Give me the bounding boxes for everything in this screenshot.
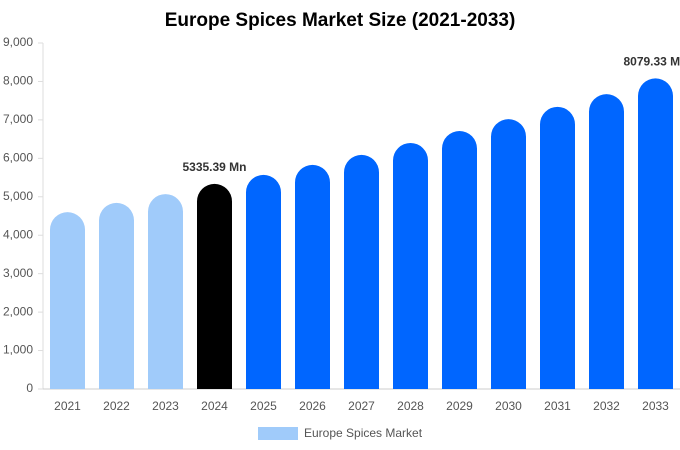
bar [393,142,428,389]
bar [246,174,281,389]
bar [589,94,624,390]
x-tick-label: 2022 [103,399,130,413]
bar [442,131,477,389]
x-tick-label: 2031 [544,399,571,413]
chart-title: Europe Spices Market Size (2021-2033) [165,10,516,31]
x-tick-label: 2028 [397,399,424,413]
bar [638,78,673,389]
y-tick-label: 3,000 [3,266,33,280]
x-tick-label: 2026 [299,399,326,413]
bar [148,194,183,389]
x-tick-label: 2027 [348,399,375,413]
bar [197,183,232,389]
y-tick-label: 8,000 [3,74,33,88]
legend-swatch [258,427,298,440]
x-tick-label: 2024 [201,399,228,413]
x-tick-label: 2033 [642,399,669,413]
x-tick-label: 2030 [495,399,522,413]
x-tick-label: 2029 [446,399,473,413]
bar [540,106,575,389]
y-tick-label: 2,000 [3,304,33,318]
data-label: 8079.33 Mn [623,55,680,69]
y-tick-label: 7,000 [3,112,33,126]
data-label: 5335.39 Mn [182,160,246,174]
bar [491,119,526,390]
bar [344,154,379,389]
x-tick-label: 2032 [593,399,620,413]
bar [99,202,134,389]
x-tick-label: 2021 [54,399,81,413]
y-tick-label: 4,000 [3,227,33,241]
x-tick-label: 2023 [152,399,179,413]
legend-label: Europe Spices Market [304,426,423,440]
bar [295,164,330,389]
y-tick-label: 1,000 [3,343,33,357]
bar [50,212,85,389]
y-tick-label: 0 [26,381,33,395]
y-tick-label: 9,000 [3,35,33,49]
y-tick-label: 6,000 [3,151,33,165]
y-tick-label: 5,000 [3,189,33,203]
x-tick-label: 2025 [250,399,277,413]
